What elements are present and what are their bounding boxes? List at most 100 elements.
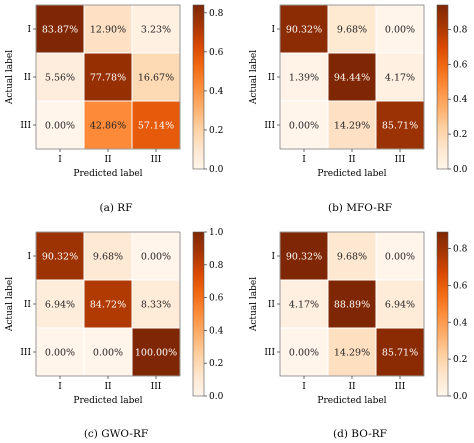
colorbar-tick-label: 0.8 (453, 245, 468, 255)
heatmap-cell (131, 279, 181, 329)
cell-value-label: 9.68% (93, 252, 123, 263)
colorbar-tick-label: 0.2 (453, 355, 467, 365)
panel-caption: (b) MFO-RF (328, 202, 392, 214)
colorbar-tick-label: 0.8 (209, 9, 224, 19)
colorbar-tick-label: 0.4 (453, 318, 468, 328)
cell-value-label: 0.00% (289, 121, 319, 132)
colorbar (192, 231, 205, 397)
x-tick-label: I (302, 155, 306, 165)
heatmap-cell (327, 327, 377, 377)
cell-value-label: 9.68% (337, 25, 367, 36)
colorbar-tick-label: 0.4 (209, 326, 224, 336)
cell-value-label: 5.56% (45, 73, 75, 84)
colorbar-tick-label: 0.2 (453, 130, 467, 140)
confusion-matrix-panel: 83.87% 12.90% 3.23% 5.56% 77.78% 16.67% 0.00% 4… (5, 4, 224, 214)
colorbar-tick-label: 0.4 (453, 95, 468, 105)
colorbar-tick-label: 0.0 (209, 392, 224, 402)
x-tick-label: I (302, 382, 306, 392)
x-axis-label: Predicted label (317, 169, 386, 179)
heatmap-cell (375, 52, 425, 102)
colorbar-tick-label: 0.6 (453, 60, 468, 70)
heatmap-cell (327, 100, 377, 150)
heatmap-cell (83, 327, 133, 377)
cell-value-label: 85.71% (382, 121, 418, 132)
y-tick-label: II (268, 300, 276, 310)
colorbar-tick-label: 0.0 (209, 165, 224, 175)
colorbar (192, 4, 205, 170)
cell-value-label: 4.17% (385, 73, 415, 84)
x-tick-label: II (348, 155, 356, 165)
confusion-matrix-panel: 90.32% 9.68% 0.00% 4.17% 88.89% 6.94% 0.00% 14.… (249, 231, 468, 440)
cell-value-label: 0.00% (93, 348, 123, 359)
cell-value-label: 100.00% (135, 348, 177, 359)
cell-value-label: 14.29% (334, 121, 370, 132)
heatmap-cell (375, 327, 425, 377)
cell-value-label: 9.68% (337, 252, 367, 263)
cell-value-label: 4.17% (289, 300, 319, 311)
cell-value-label: 0.00% (385, 252, 415, 263)
colorbar-tick-label: 0.8 (209, 261, 224, 271)
heatmap-cell (279, 100, 329, 150)
heatmap-cell (131, 231, 181, 281)
y-tick-label: III (20, 348, 31, 358)
y-tick-label: III (20, 121, 31, 131)
cell-value-label: 12.90% (90, 25, 126, 36)
heatmap-cell (279, 52, 329, 102)
colorbar-tick-label: 0.4 (209, 87, 224, 97)
heatmap-cell (35, 231, 85, 281)
panel-caption: (c) GWO-RF (84, 428, 148, 440)
x-tick-label: II (104, 382, 112, 392)
colorbar-tick-label: 0.6 (209, 48, 224, 58)
x-tick-label: III (395, 382, 406, 392)
y-tick-label: I (27, 252, 31, 262)
cell-value-label: 6.94% (45, 300, 75, 311)
cell-value-label: 94.44% (334, 73, 370, 84)
cell-value-label: 6.94% (385, 300, 415, 311)
heatmap-cell (131, 52, 181, 102)
cell-value-label: 0.00% (45, 121, 75, 132)
cell-value-label: 90.32% (286, 252, 322, 263)
colorbar-tick-label: 0.0 (453, 392, 468, 402)
cell-value-label: 83.87% (42, 25, 78, 36)
colorbar-tick-label: 1.0 (209, 228, 224, 238)
y-tick-label: III (264, 121, 275, 131)
y-axis-label: Actual label (249, 50, 259, 105)
colorbar-tick-label: 0.2 (209, 359, 223, 369)
cell-value-label: 0.00% (385, 25, 415, 36)
cell-value-label: 8.33% (141, 300, 171, 311)
colorbar-tick-label: 0.0 (453, 165, 468, 175)
heatmap-cell (279, 4, 329, 54)
x-axis-label: Predicted label (73, 396, 142, 406)
heatmap-cell (279, 279, 329, 329)
cell-value-label: 42.86% (90, 121, 126, 132)
x-tick-label: II (104, 155, 112, 165)
cell-value-label: 90.32% (42, 252, 78, 263)
heatmap-cell (35, 4, 85, 54)
x-axis-label: Predicted label (317, 396, 386, 406)
x-axis-label: Predicted label (73, 169, 142, 179)
y-tick-label: I (27, 25, 31, 35)
x-tick-label: III (151, 155, 162, 165)
panel-caption: (d) BO-RF (333, 428, 387, 440)
y-tick-label: II (24, 300, 32, 310)
cell-value-label: 88.89% (334, 300, 370, 311)
x-tick-label: III (395, 155, 406, 165)
heatmap-cell (327, 279, 377, 329)
cell-value-label: 3.23% (141, 25, 171, 36)
cell-value-label: 1.39% (289, 73, 319, 84)
confusion-matrix-panel: 90.32% 9.68% 0.00% 6.94% 84.72% 8.33% 0.00% 0.0… (5, 228, 224, 440)
heatmap-cell (375, 100, 425, 150)
heatmap-cell (83, 100, 133, 150)
y-tick-label: I (271, 252, 275, 262)
cell-value-label: 90.32% (286, 25, 322, 36)
colorbar-tick-label: 0.6 (209, 294, 224, 304)
confusion-matrix-panel: 90.32% 9.68% 0.00% 1.39% 94.44% 4.17% 0.00% 14.… (249, 4, 468, 214)
x-tick-label: I (58, 382, 62, 392)
heatmap-cell (83, 4, 133, 54)
x-tick-label: III (151, 382, 162, 392)
x-tick-label: II (348, 382, 356, 392)
y-tick-label: I (271, 25, 275, 35)
cell-value-label: 77.78% (90, 73, 126, 84)
cell-value-label: 57.14% (138, 121, 174, 132)
